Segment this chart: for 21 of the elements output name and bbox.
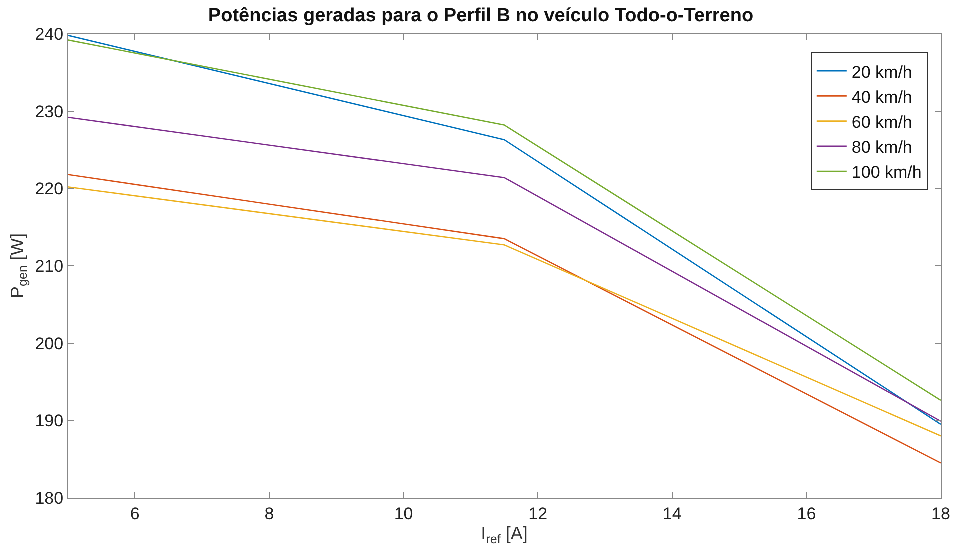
y-tick-label: 200: [35, 334, 64, 354]
legend-label: 60 km/h: [852, 112, 912, 132]
y-tick-label: 190: [35, 412, 64, 431]
y-tick-label: 230: [35, 102, 64, 122]
x-tick-label: 18: [932, 504, 950, 524]
y-tick-label: 220: [35, 180, 64, 199]
x-axis-title: I$_{ref}$ [A]: [481, 524, 528, 546]
legend-label: 80 km/h: [852, 138, 912, 158]
x-tick-label: 10: [394, 504, 414, 524]
legend-label: 100 km/h: [852, 163, 922, 182]
legend-label: 20 km/h: [852, 62, 912, 82]
chart-title: Potências geradas para o Perfil B no veículo Todo-o-Terreno: [208, 6, 754, 27]
x-tick-label: 14: [662, 504, 682, 524]
x-tick-label: 12: [528, 504, 548, 524]
y-tick-label: 180: [35, 488, 64, 508]
legend-label: 40 km/h: [852, 88, 912, 107]
y-tick-label: 210: [35, 256, 64, 276]
x-tick-label: 8: [264, 504, 274, 524]
y-tick-label: 240: [35, 24, 64, 44]
x-tick-label: 16: [797, 504, 816, 524]
x-tick-label: 6: [130, 504, 140, 524]
